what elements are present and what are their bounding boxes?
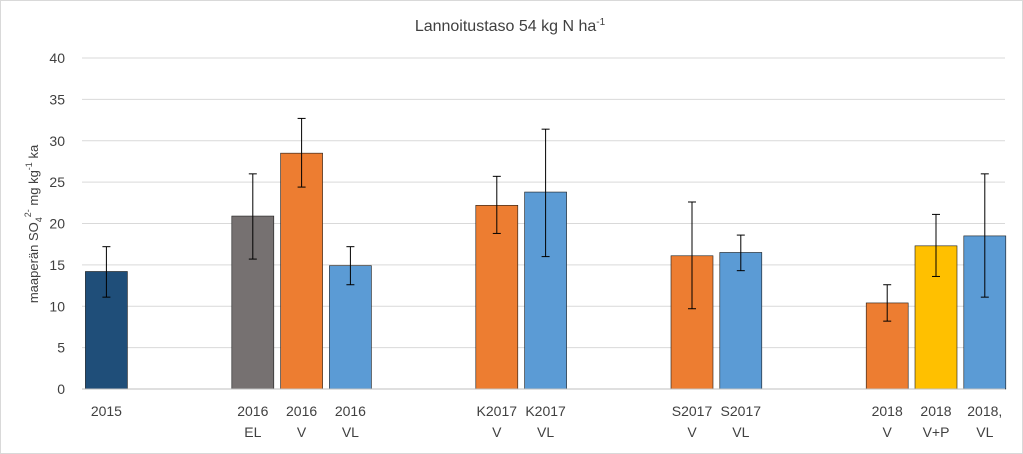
bar [719, 252, 763, 390]
x-tick-label: VL [976, 424, 993, 440]
x-tick-label: VL [537, 424, 554, 440]
x-tick-label: 2016 [237, 403, 268, 419]
y-tick-label: 5 [57, 340, 65, 356]
y-tick-label: 30 [49, 133, 65, 149]
bar [280, 152, 323, 390]
y-tick-label: 10 [49, 298, 65, 314]
x-tick-label: V [492, 424, 502, 440]
x-tick-label: EL [244, 424, 261, 440]
x-tick-label: K2017 [525, 403, 566, 419]
x-tick-label: S2017 [672, 403, 713, 419]
x-tick-label: V+P [923, 424, 950, 440]
x-tick-label: S2017 [721, 403, 762, 419]
x-axis-labels: 2015 2016 EL 2016 V 2016 VL K2017 V K2017 VL S2017 V… [91, 403, 1003, 440]
error-bars [102, 117, 989, 322]
y-tick-label: 0 [57, 381, 65, 397]
bars [85, 152, 1007, 390]
x-tick-label: V [883, 424, 893, 440]
x-tick-label: K2017 [477, 403, 518, 419]
x-tick-label: V [297, 424, 307, 440]
y-tick-label: 25 [49, 174, 65, 190]
x-tick-label: V [687, 424, 697, 440]
y-tick-label: 40 [49, 50, 65, 66]
y-tick-label: 35 [49, 91, 65, 107]
x-tick-label: VL [342, 424, 359, 440]
chart-title: Lannoitustaso 54 kg N ha-1 [415, 17, 606, 35]
x-tick-label: 2018 [920, 403, 951, 419]
x-tick-label: 2016 [335, 403, 366, 419]
x-tick-label: 2016 [286, 403, 317, 419]
x-tick-label: VL [732, 424, 749, 440]
y-axis-ticks: 0 5 10 15 20 25 30 35 40 [49, 50, 65, 397]
x-tick-label: 2015 [91, 403, 122, 419]
y-axis-label: maaperän SO42- mg kg-1 ka [23, 144, 44, 303]
x-tick-label: 2018 [872, 403, 903, 419]
y-tick-label: 15 [49, 257, 65, 273]
y-tick-label: 20 [49, 216, 65, 232]
x-tick-label: 2018, [967, 403, 1002, 419]
